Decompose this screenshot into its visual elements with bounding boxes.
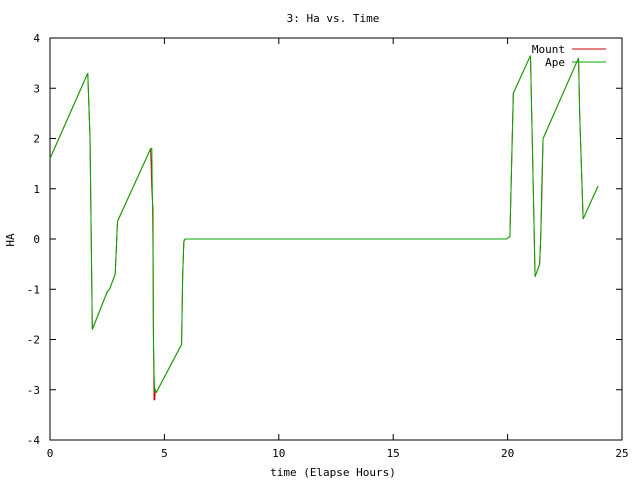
chart-title: 3: Ha vs. Time [287,12,380,25]
series-layer [49,55,599,401]
y-tick-label: 3 [33,82,40,95]
x-tick-label: 5 [161,447,168,460]
y-tick-label: 1 [33,183,40,196]
legend-label-mount: Mount [532,43,565,56]
x-tick-label: 25 [615,447,628,460]
series-line-ape [49,55,599,394]
x-tick-label: 15 [387,447,400,460]
y-tick-label: -3 [27,384,40,397]
y-tick-label: -2 [27,334,40,347]
x-tick-label: 0 [47,447,54,460]
y-tick-label: -4 [27,434,41,447]
x-tick-label: 20 [501,447,514,460]
y-axis-label: HA [4,233,17,247]
x-tick-label: 10 [272,447,285,460]
y-tick-label: -1 [27,283,40,296]
series-line-mount [49,55,599,401]
legend-label-ape: Ape [545,56,565,69]
y-tick-label: 0 [33,233,40,246]
y-tick-label: 2 [33,133,40,146]
x-axis-label: time (Elapse Hours) [270,466,396,479]
y-tick-label: 4 [33,32,40,45]
axis-ticks: 0 5 10 15 20 25 -4 -3 -2 -1 0 1 2 3 4 [27,32,629,460]
